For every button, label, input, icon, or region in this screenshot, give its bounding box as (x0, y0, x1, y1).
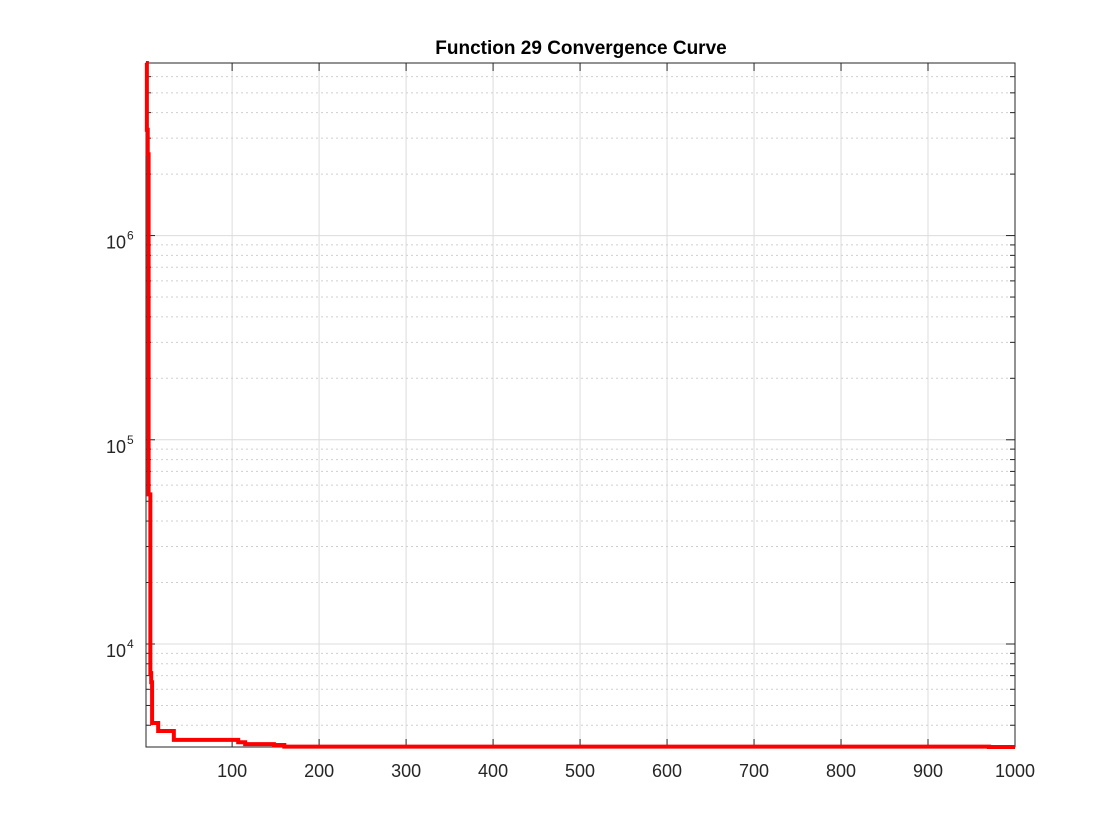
x-tick-label: 700 (739, 761, 769, 781)
x-tick-label: 900 (913, 761, 943, 781)
x-tick-label: 100 (217, 761, 247, 781)
y-tick-label: 104 (106, 637, 134, 661)
x-tick-label: 200 (304, 761, 334, 781)
series-line (144, 61, 1015, 749)
x-axis-tick-labels: 100 200 300 400 500 600 700 800 900 1000 (217, 761, 1035, 781)
y-tick-label: 106 (106, 229, 134, 253)
y-tick-label: 105 (106, 433, 134, 457)
x-tick-label: 300 (391, 761, 421, 781)
x-tick-label: 1000 (995, 761, 1035, 781)
chart-title: Function 29 Convergence Curve (435, 38, 726, 59)
x-tick-label: 800 (826, 761, 856, 781)
x-tick-label: 400 (478, 761, 508, 781)
grid (146, 62, 1016, 747)
x-tick-label: 600 (652, 761, 682, 781)
y-axis-tick-labels: 104 105 106 (106, 229, 134, 661)
series-layer (144, 61, 1015, 749)
x-tick-label: 500 (565, 761, 595, 781)
